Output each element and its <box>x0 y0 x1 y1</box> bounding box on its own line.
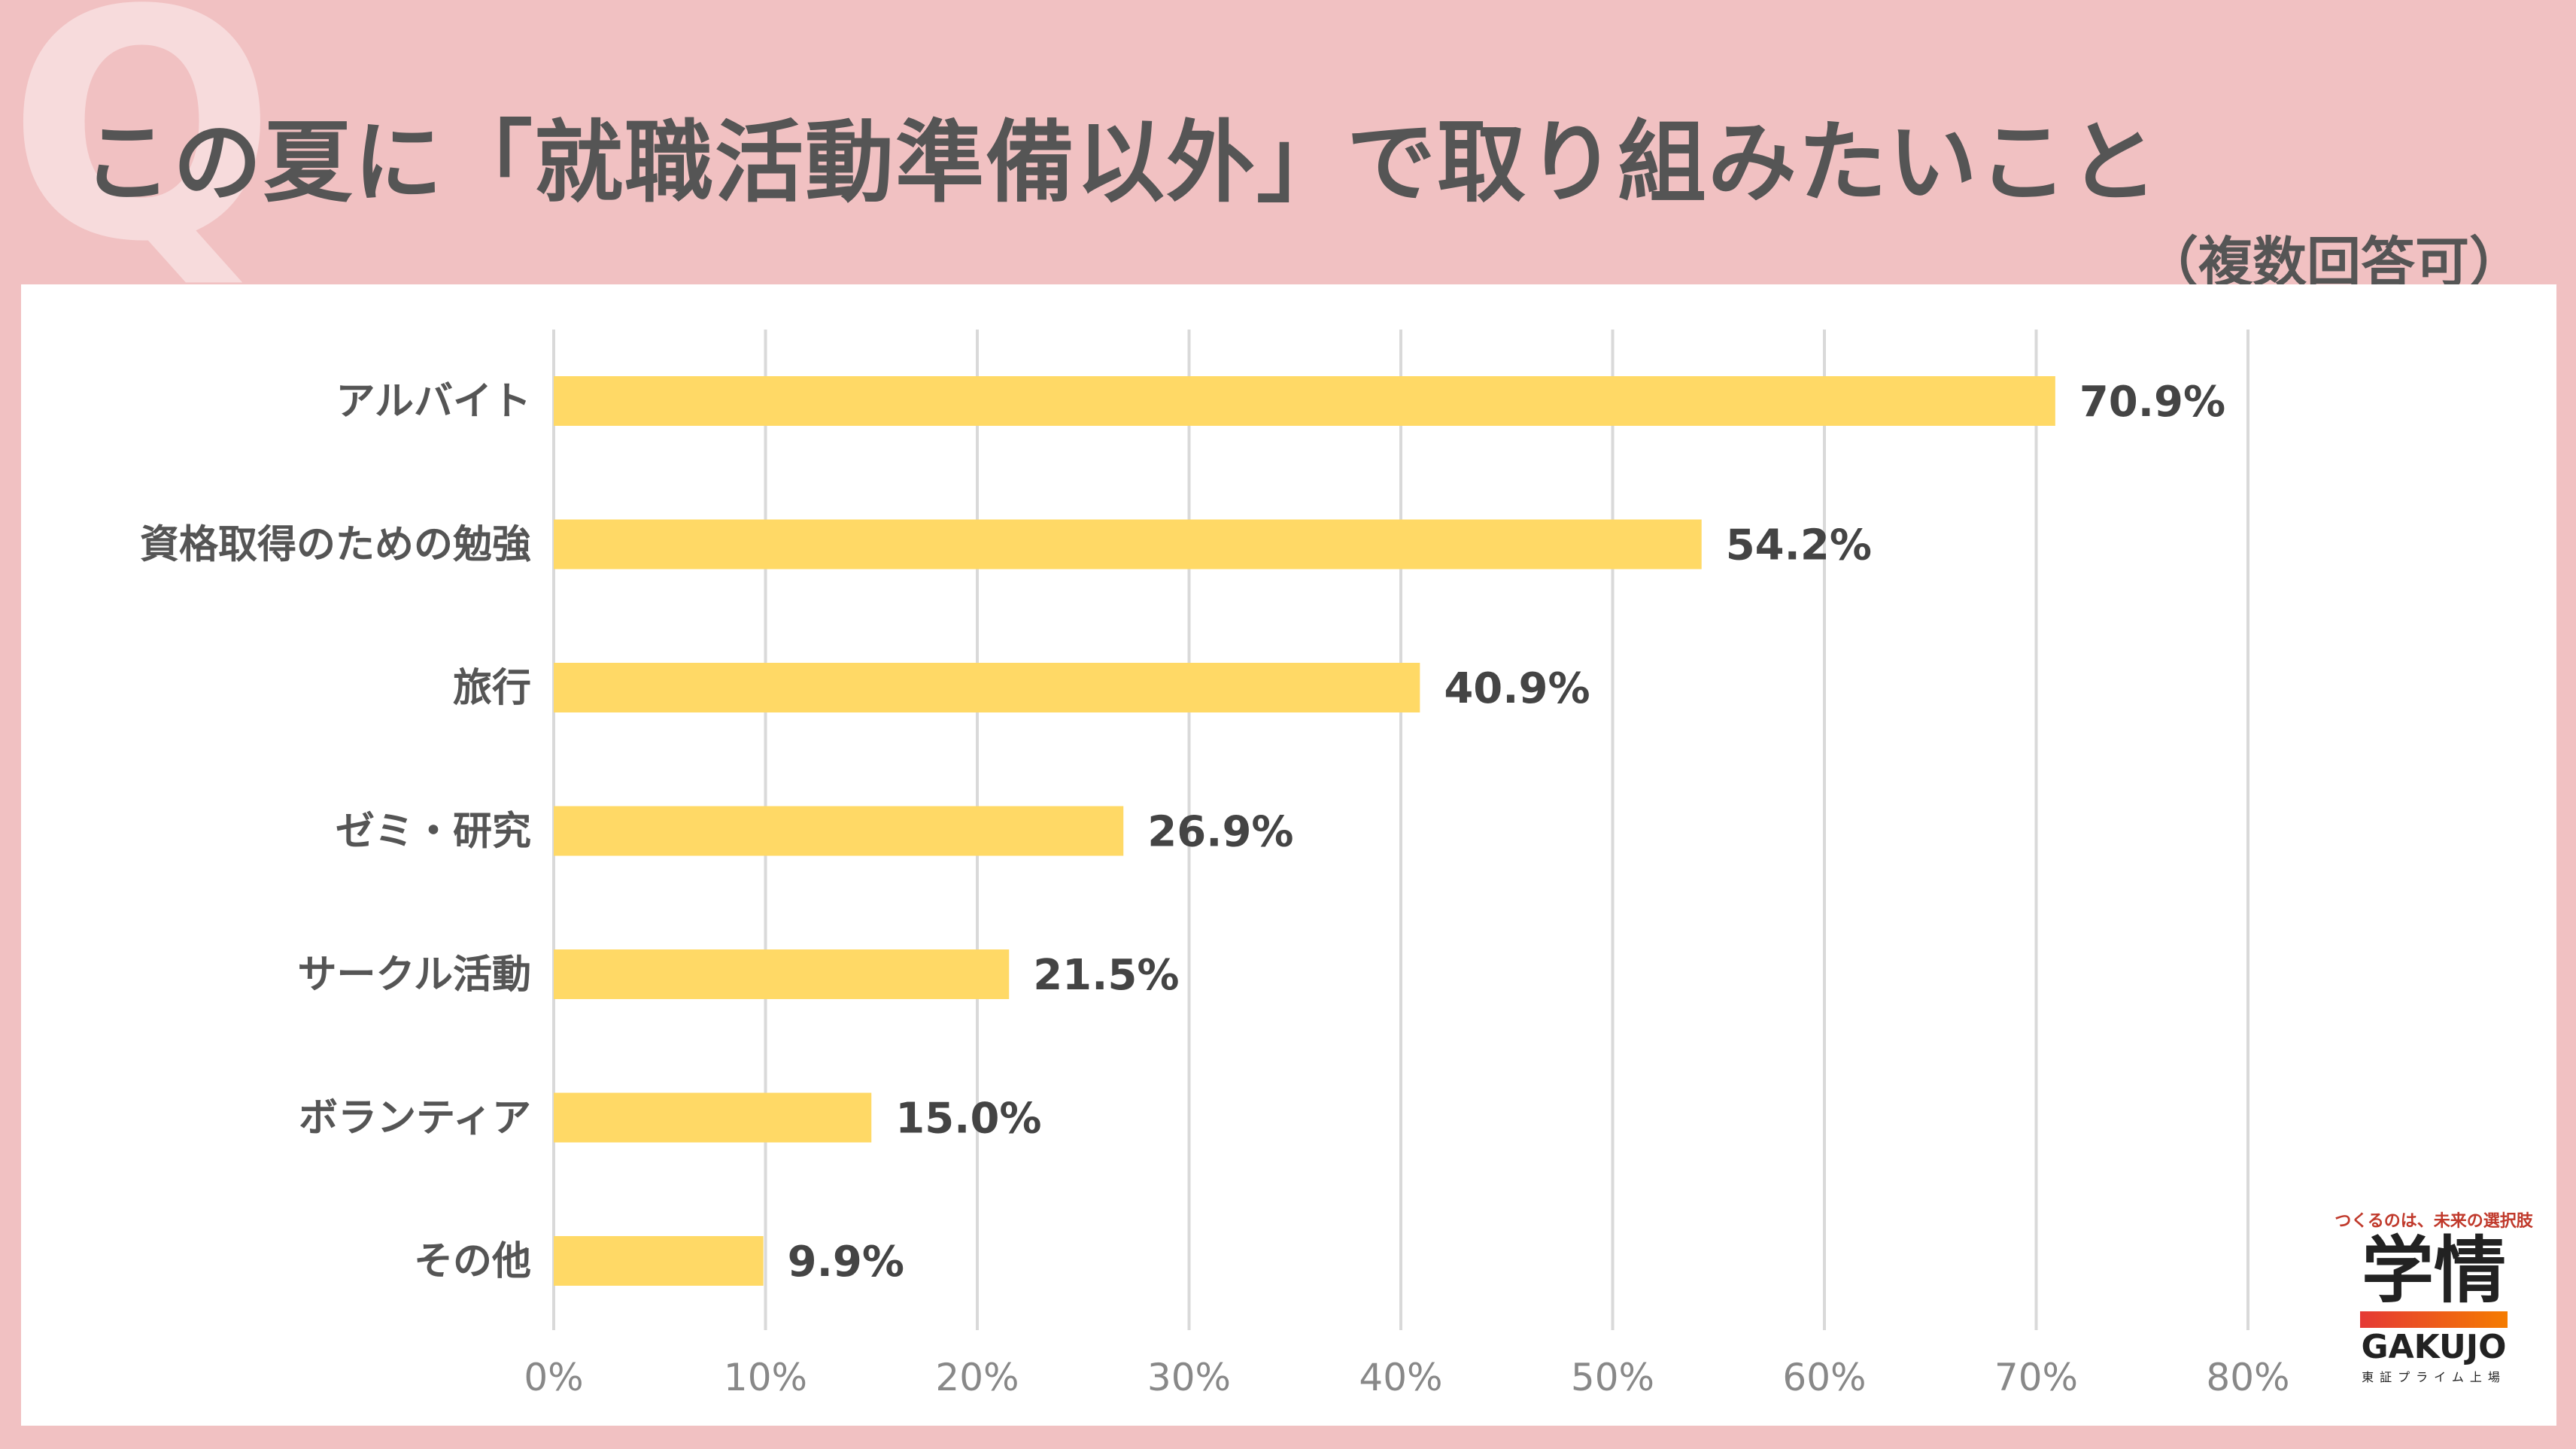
bar <box>554 1236 764 1286</box>
q-mark: Q <box>8 0 277 311</box>
category-label: 資格取得のための勉強 <box>140 523 531 568</box>
logo-english: GAKUJO <box>2361 1327 2507 1366</box>
value-label: 9.9% <box>788 1238 904 1286</box>
page-subtitle: （複数回答可） <box>2143 231 2523 294</box>
x-tick-label: 0% <box>524 1356 583 1399</box>
category-label: ボランティア <box>299 1096 531 1141</box>
x-tick-label: 40% <box>1359 1356 1442 1399</box>
bar <box>554 806 1124 856</box>
value-label: 54.2% <box>1726 521 1872 570</box>
category-label: その他 <box>414 1239 531 1284</box>
bar <box>554 1092 872 1143</box>
page-title: この夏に「就職活動準備以外」で取り組みたいこと <box>83 111 2160 214</box>
bar <box>554 949 1010 999</box>
x-tick-label: 80% <box>2206 1356 2289 1399</box>
x-tick-label: 60% <box>1782 1356 1866 1399</box>
logo-subtext: 東証プライム上場 <box>2362 1370 2506 1385</box>
value-label: 70.9% <box>2079 378 2225 427</box>
value-label: 21.5% <box>1033 951 1179 1000</box>
value-label: 40.9% <box>1444 664 1590 713</box>
bar <box>554 519 1702 570</box>
x-tick-label: 70% <box>1994 1356 2078 1399</box>
category-label: アルバイト <box>336 379 531 424</box>
x-tick-label: 10% <box>724 1356 807 1399</box>
logo-tagline: つくるのは、未来の選択肢 <box>2334 1212 2533 1231</box>
value-label: 26.9% <box>1147 808 1293 857</box>
x-tick-label: 20% <box>935 1356 1019 1399</box>
x-tick-label: 50% <box>1571 1356 1654 1399</box>
chart-panel: 0% 10% 20% 30% 40% 50% 60% 70% 80% アルバイト 70.9% 資格取得… <box>21 284 2556 1426</box>
bar <box>554 376 2055 426</box>
bar-chart: 0% 10% 20% 30% 40% 50% 60% 70% 80% アルバイト 70.9% 資格取得… <box>140 330 2290 1399</box>
category-label: サークル活動 <box>298 952 531 998</box>
logo-color-bar <box>2360 1311 2508 1328</box>
logo-kanji: 学情 <box>2362 1229 2506 1313</box>
x-tick-label: 30% <box>1147 1356 1231 1399</box>
category-label: ゼミ・研究 <box>336 810 531 855</box>
bar <box>554 663 1420 712</box>
gakujo-logo: つくるのは、未来の選択肢 学情 GAKUJO 東証プライム上場 <box>2328 1208 2539 1385</box>
value-label: 15.0% <box>895 1095 1041 1144</box>
category-label: 旅行 <box>453 666 531 711</box>
